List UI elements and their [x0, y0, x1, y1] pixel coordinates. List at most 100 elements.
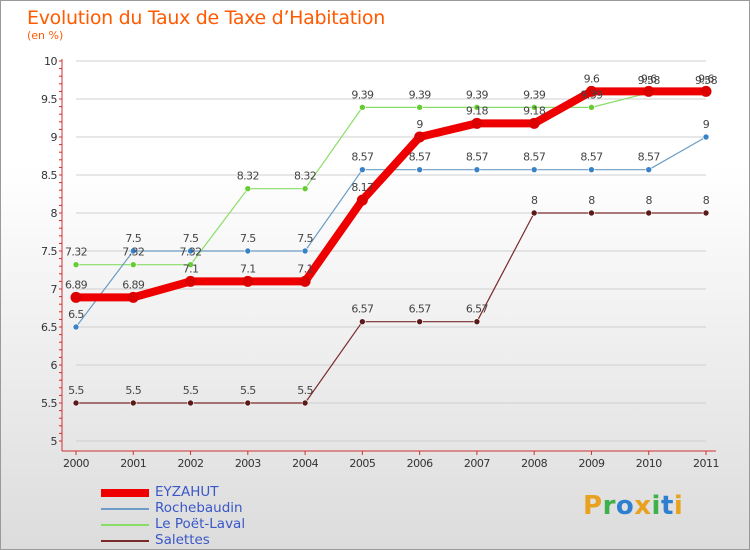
data-label-eyzahut: 6.89	[65, 278, 88, 291]
data-label-salettes: 5.5	[297, 384, 313, 397]
data-point-salettes	[244, 399, 252, 407]
data-point-eyzahut	[700, 85, 712, 97]
legend-swatch	[101, 508, 149, 510]
chart-legend: EYZAHUT Rochebaudin Le Poët-Laval Salettes	[101, 485, 301, 549]
data-label-le-po-t-laval: 9.39	[409, 88, 432, 101]
y-tick-label: 9.5	[41, 93, 57, 106]
data-label-salettes: 8	[588, 194, 595, 207]
data-label-rochebaudin: 8.57	[351, 151, 374, 164]
x-tick-label: 2006	[407, 457, 433, 470]
series-line-le-po-t-laval	[75, 92, 707, 266]
data-label-eyzahut: 7.1	[240, 262, 256, 275]
x-tick-label: 2007	[464, 457, 490, 470]
data-point-rochebaudin	[588, 166, 595, 173]
logo-letter: i	[673, 491, 684, 521]
legend-item-salettes: Salettes	[101, 533, 301, 549]
x-tick-label: 2004	[292, 457, 318, 470]
data-point-rochebaudin	[72, 323, 80, 331]
data-point-rochebaudin	[473, 166, 481, 173]
data-point-rochebaudin	[244, 247, 252, 255]
data-label-salettes: 6.57	[351, 303, 374, 316]
chart-title: Evolution du Taux de Taxe d’Habitation	[27, 7, 385, 29]
data-label-le-po-t-laval: 7.32	[179, 246, 201, 259]
legend-item-eyzahut: EYZAHUT	[101, 485, 301, 501]
data-label-le-po-t-laval: 8.32	[294, 170, 316, 183]
data-label-rochebaudin: 8.57	[638, 151, 661, 164]
x-tick-label: 2005	[349, 457, 375, 470]
legend-swatch	[101, 524, 149, 526]
data-label-eyzahut: 8.17	[351, 181, 374, 194]
data-point-eyzahut	[414, 131, 426, 143]
y-tick-label: 7.5	[41, 245, 57, 258]
data-point-salettes	[72, 399, 80, 407]
legend-swatch	[101, 489, 149, 497]
legend-label: Rochebaudin	[155, 500, 243, 516]
data-point-eyzahut	[242, 275, 254, 287]
data-label-salettes: 8	[646, 194, 653, 207]
y-tick-label: 9	[51, 131, 58, 144]
series-line-salettes	[75, 212, 707, 404]
data-point-salettes	[359, 318, 366, 325]
data-label-eyzahut: 6.89	[122, 278, 145, 291]
logo-letter: o	[615, 491, 635, 521]
data-point-le-po-t-laval	[187, 261, 194, 268]
data-point-le-po-t-laval	[244, 185, 252, 192]
series-line-eyzahut	[72, 87, 710, 302]
data-label-le-po-t-laval: 9.58	[695, 74, 718, 87]
data-point-le-po-t-laval	[301, 185, 309, 192]
data-point-rochebaudin	[530, 166, 538, 173]
data-point-rochebaudin	[645, 166, 653, 173]
data-point-salettes	[588, 209, 595, 217]
x-tick-label: 2009	[578, 457, 604, 470]
data-point-salettes	[473, 318, 481, 325]
y-tick-label: 5	[51, 435, 58, 448]
data-label-eyzahut: 9.6	[584, 72, 600, 85]
legend-label: Salettes	[155, 532, 210, 548]
data-label-rochebaudin: 7.5	[240, 232, 256, 245]
data-point-eyzahut	[185, 275, 197, 287]
data-label-rochebaudin: 7.5	[183, 232, 199, 245]
x-tick-label: 2003	[235, 457, 261, 470]
legend-swatch	[101, 540, 149, 542]
data-label-salettes: 6.57	[409, 303, 432, 316]
data-label-rochebaudin: 8.57	[409, 151, 432, 164]
data-label-salettes: 5.5	[68, 384, 84, 397]
data-point-rochebaudin	[187, 247, 194, 255]
y-tick-label: 8.5	[41, 169, 57, 182]
data-label-le-po-t-laval: 9.58	[638, 74, 661, 87]
data-point-le-po-t-laval	[530, 104, 538, 111]
logo-letter: P	[583, 491, 603, 521]
x-tick-label: 2002	[178, 457, 204, 470]
data-label-le-po-t-laval: 9.39	[466, 88, 489, 101]
y-tick-label: 8	[51, 207, 58, 220]
data-point-eyzahut	[356, 194, 368, 206]
data-label-salettes: 5.5	[240, 384, 256, 397]
data-label-eyzahut: 9.18	[523, 104, 546, 117]
data-point-le-po-t-laval	[416, 104, 423, 111]
data-point-salettes	[530, 209, 538, 217]
data-label-rochebaudin: 7.5	[297, 232, 313, 245]
data-point-le-po-t-laval	[72, 261, 80, 268]
data-label-eyzahut: 7.1	[183, 262, 199, 275]
logo-letter: i	[651, 491, 661, 521]
data-label-le-po-t-laval: 8.32	[237, 170, 259, 183]
x-tick-label: 2001	[120, 457, 146, 470]
data-point-salettes	[129, 399, 137, 407]
data-label-rochebaudin: 7.5	[125, 232, 141, 245]
data-label-le-po-t-laval: 9.39	[580, 88, 603, 101]
data-label-rochebaudin: 8.57	[580, 151, 603, 164]
data-label-eyzahut: 7.1	[297, 262, 313, 275]
data-point-eyzahut	[299, 275, 311, 287]
data-label-le-po-t-laval: 9.39	[351, 88, 374, 101]
y-tick-label: 7	[51, 283, 58, 296]
data-point-eyzahut	[127, 291, 139, 303]
legend-item-le-po-t-laval: Le Poët-Laval	[101, 517, 301, 533]
data-point-salettes	[645, 209, 653, 217]
data-label-eyzahut: 9.6	[641, 72, 657, 85]
data-label-salettes: 6.57	[466, 303, 489, 316]
logo-letter: r	[602, 491, 616, 521]
data-point-salettes	[416, 318, 423, 325]
data-label-rochebaudin: 9	[703, 118, 710, 131]
